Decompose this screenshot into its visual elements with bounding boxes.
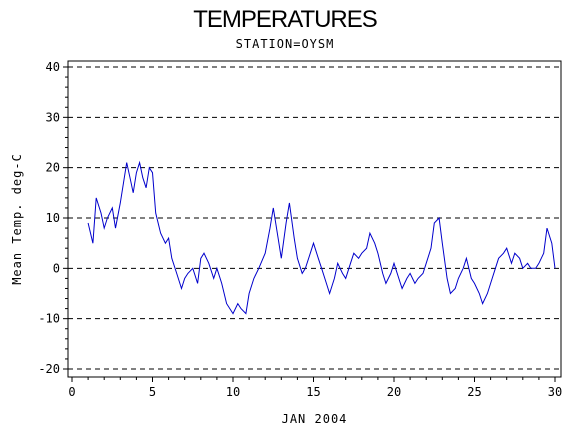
y-tick-label: -20 bbox=[38, 362, 60, 376]
chart-title: TEMPERATURES bbox=[193, 6, 378, 33]
y-tick-label: 40 bbox=[46, 60, 60, 74]
y-tick-label: 20 bbox=[46, 161, 60, 175]
y-tick-label: 0 bbox=[53, 261, 60, 275]
plot-frame bbox=[67, 60, 562, 378]
y-tick-label: 10 bbox=[46, 211, 60, 225]
y-axis-label: Mean Temp. deg-C bbox=[10, 153, 24, 285]
chart-subtitle: STATION=OYSM bbox=[235, 37, 335, 51]
x-tick-label: 0 bbox=[68, 385, 75, 399]
y-tick-label: 30 bbox=[46, 110, 60, 124]
y-tick-label: -10 bbox=[38, 312, 60, 326]
x-tick-label: 30 bbox=[548, 385, 562, 399]
x-tick-label: 25 bbox=[467, 385, 481, 399]
x-tick-label: 15 bbox=[306, 385, 320, 399]
x-tick-label: 20 bbox=[387, 385, 401, 399]
x-axis-label: JAN 2004 bbox=[282, 412, 348, 426]
series-line bbox=[87, 160, 556, 315]
x-tick-label: 5 bbox=[149, 385, 156, 399]
x-tick-label: 10 bbox=[226, 385, 240, 399]
